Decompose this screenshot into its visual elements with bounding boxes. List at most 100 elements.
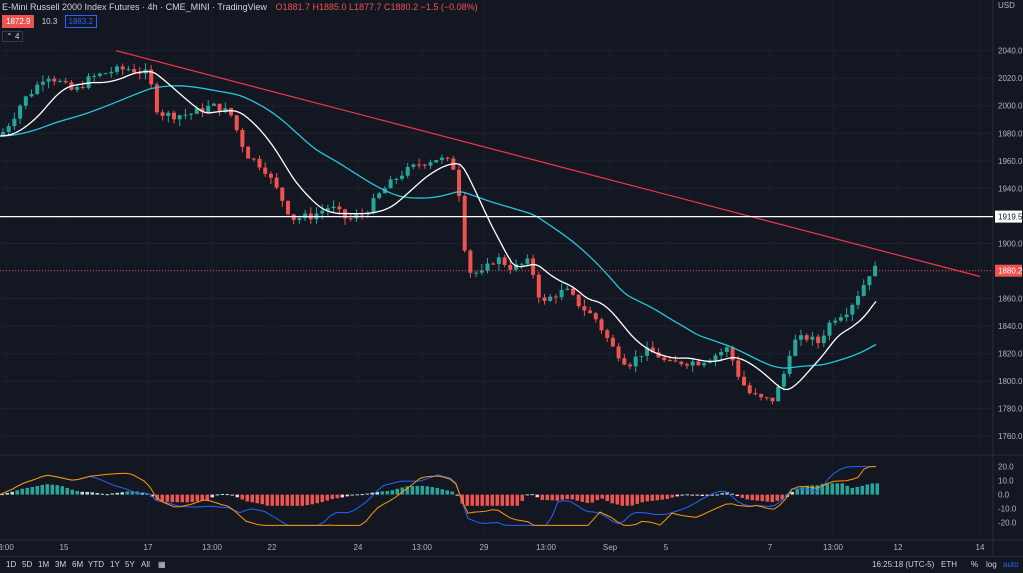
- auto-toggle[interactable]: auto: [1003, 560, 1019, 569]
- range-1y[interactable]: 1Y: [110, 560, 120, 569]
- candle-body: [742, 376, 746, 386]
- candle-body: [417, 164, 422, 166]
- macd-bar: [425, 486, 429, 495]
- indicator-toggle[interactable]: ⌃ 4: [2, 31, 24, 42]
- session-toggle[interactable]: ETH: [941, 560, 957, 569]
- range-1d[interactable]: 1D: [6, 560, 17, 569]
- macd-bar: [470, 494, 474, 506]
- range-3m[interactable]: 3M: [55, 560, 67, 569]
- horizontal-level-tag: [995, 210, 1022, 223]
- percent-toggle[interactable]: %: [971, 560, 979, 569]
- candle-body: [149, 69, 154, 85]
- candle-body: [274, 177, 279, 188]
- chart-grid: [0, 0, 1023, 556]
- indicator-count: 4: [14, 32, 20, 41]
- price-chart[interactable]: 2040.0 2020.0 2000.0 1980.0 1960.0 1940.0 1900…: [0, 0, 1023, 556]
- calendar-icon[interactable]: ▦: [158, 560, 166, 569]
- range-6m[interactable]: 6M: [72, 560, 84, 569]
- candle-body: [576, 294, 581, 307]
- sell-button[interactable]: 1872.9: [2, 15, 35, 28]
- candle-body: [787, 355, 792, 374]
- macd-bar: [240, 494, 244, 500]
- candle-body: [23, 96, 28, 106]
- macd-bar: [555, 494, 559, 501]
- candle-body: [685, 364, 689, 366]
- candle-body: [189, 113, 194, 115]
- macd-bar: [455, 494, 459, 496]
- macd-bar: [865, 484, 869, 495]
- candle-body: [639, 355, 644, 357]
- macd-tick-label: 10.0: [998, 477, 1014, 486]
- macd-bar: [710, 494, 714, 496]
- macd-bar: [320, 494, 324, 503]
- macd-bar: [735, 494, 739, 497]
- candle-body: [616, 346, 621, 359]
- macd-bar: [365, 493, 369, 495]
- macd-bar: [160, 494, 164, 502]
- log-toggle[interactable]: log: [986, 560, 997, 569]
- candle-body: [200, 108, 205, 113]
- macd-bar: [405, 486, 409, 495]
- price-tick-label: 1800.0: [998, 377, 1023, 386]
- macd-bar: [570, 494, 574, 500]
- macd-bar: [415, 485, 419, 495]
- candle-body: [810, 336, 815, 340]
- clock[interactable]: 16:25:18 (UTC-5): [872, 560, 935, 569]
- candle-body: [154, 84, 159, 113]
- macd-bar: [105, 494, 109, 496]
- macd-bar: [705, 494, 709, 496]
- candle-body: [63, 80, 68, 83]
- candle-body: [434, 160, 439, 163]
- price-axis[interactable]: 2040.0 2020.0 2000.0 1980.0 1960.0 1940.0 1900…: [0, 1, 1023, 552]
- candle-body: [400, 175, 404, 179]
- price-tick-label: 1900.0: [998, 239, 1023, 248]
- candle-body: [46, 78, 51, 82]
- macd-bar: [115, 492, 119, 495]
- macd-bar: [500, 494, 504, 506]
- candle-body: [411, 164, 416, 167]
- candle-body: [844, 314, 849, 318]
- candle-body: [297, 218, 302, 221]
- spread-value: 10.3: [41, 17, 58, 26]
- candle-body: [542, 297, 547, 301]
- macd-bar: [190, 494, 194, 502]
- macd-bar: [830, 483, 834, 495]
- macd-bar: [775, 494, 779, 501]
- range-5d[interactable]: 5D: [22, 560, 33, 569]
- candle-body: [656, 352, 661, 358]
- buy-button[interactable]: 1883.2: [64, 15, 97, 28]
- macd-bar: [760, 494, 764, 502]
- macd-bar: [840, 483, 844, 495]
- candle-body: [485, 263, 490, 271]
- macd-bar: [95, 492, 99, 495]
- time-tick-label: 5: [664, 543, 669, 552]
- candle-body: [246, 146, 251, 159]
- candle-body: [690, 361, 695, 366]
- symbol-title[interactable]: E-Mini Russell 2000 Index Futures · 4h ·…: [2, 2, 267, 12]
- candle-body: [496, 257, 501, 264]
- macd-bar: [445, 490, 449, 495]
- macd-bar: [460, 494, 464, 504]
- macd-bar: [400, 487, 404, 495]
- range-5y[interactable]: 5Y: [125, 560, 135, 569]
- macd-bar: [295, 494, 299, 506]
- candle-body: [457, 169, 461, 196]
- candle-body: [553, 296, 558, 298]
- macd-bar: [15, 490, 19, 495]
- candle-body: [80, 87, 85, 89]
- time-tick-label: 22: [268, 543, 277, 552]
- macd-bar: [205, 494, 209, 501]
- macd-bar: [255, 494, 259, 504]
- macd-bar: [825, 483, 829, 495]
- macd-bar: [675, 494, 679, 497]
- macd-tick-label: -10.0: [998, 505, 1017, 514]
- range-ytd[interactable]: YTD: [88, 560, 104, 569]
- macd-bar: [645, 494, 649, 502]
- candle-body: [365, 213, 370, 215]
- macd-bar: [140, 492, 144, 495]
- candle-body: [491, 263, 496, 265]
- range-all[interactable]: All: [141, 560, 150, 569]
- range-1m[interactable]: 1M: [38, 560, 50, 569]
- macd-bar: [480, 494, 484, 506]
- macd-bar: [450, 491, 454, 495]
